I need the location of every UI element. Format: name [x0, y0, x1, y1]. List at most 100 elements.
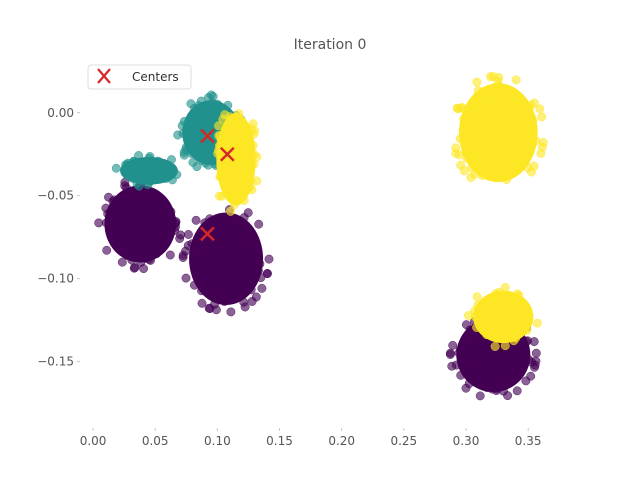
data-point: [250, 126, 260, 136]
data-point: [129, 168, 139, 178]
data-point: [519, 157, 529, 167]
data-point: [486, 373, 495, 383]
data-point: [214, 131, 224, 141]
data-point: [183, 241, 193, 250]
data-point: [140, 163, 150, 172]
y-tick-label: −0.05: [37, 189, 74, 203]
data-point: [167, 155, 176, 165]
data-point: [122, 218, 132, 228]
data-point: [459, 166, 469, 176]
data-point: [467, 368, 477, 378]
data-point: [521, 337, 531, 347]
data-point: [205, 113, 215, 123]
data-point: [136, 235, 145, 245]
x-tick-label: 0.00: [80, 434, 107, 448]
x-tick-label: 0.25: [390, 434, 417, 448]
data-point: [509, 311, 519, 321]
data-point: [240, 275, 250, 285]
data-point: [472, 77, 482, 87]
data-point: [509, 167, 518, 176]
data-point: [490, 103, 500, 113]
data-point: [203, 147, 213, 157]
data-point: [233, 193, 242, 203]
data-point: [475, 391, 485, 401]
data-point: [488, 116, 498, 126]
x-tick-label: 0.20: [328, 434, 355, 448]
data-point: [481, 145, 491, 155]
data-point: [536, 149, 546, 158]
data-point: [523, 316, 533, 326]
data-point: [219, 259, 228, 269]
data-point: [249, 150, 259, 159]
data-point: [537, 112, 547, 122]
data-point: [491, 331, 501, 341]
cluster-purple-0: [94, 176, 186, 274]
data-point: [160, 164, 170, 174]
legend-marker-x-icon: [97, 68, 111, 84]
data-point: [500, 282, 510, 292]
data-point: [232, 266, 242, 276]
data-point: [461, 320, 471, 330]
data-point: [519, 347, 529, 357]
data-point: [486, 154, 496, 164]
data-point: [523, 146, 533, 156]
data-point: [197, 260, 207, 270]
data-point: [101, 218, 111, 228]
data-point: [125, 246, 135, 256]
data-point: [214, 121, 224, 131]
data-point: [224, 247, 234, 257]
data-point: [118, 244, 128, 254]
data-point: [197, 298, 207, 308]
data-point: [508, 356, 518, 366]
data-point: [228, 274, 238, 284]
data-point: [232, 124, 241, 134]
data-point: [482, 330, 492, 340]
data-point: [139, 171, 149, 181]
data-point: [492, 131, 501, 141]
data-point: [122, 160, 132, 170]
data-point: [511, 143, 521, 153]
data-point: [101, 203, 111, 213]
data-point: [466, 173, 476, 182]
x-tick-label: 0.05: [142, 434, 169, 448]
data-point: [484, 313, 494, 323]
data-point: [497, 326, 507, 335]
data-point: [480, 125, 490, 135]
data-point: [145, 152, 155, 161]
x-tick-label: 0.10: [204, 434, 231, 448]
data-point: [112, 209, 122, 219]
data-point: [239, 213, 249, 223]
data-point: [183, 230, 193, 239]
data-point: [522, 110, 532, 120]
data-point: [454, 150, 464, 160]
data-point: [262, 269, 272, 279]
data-point: [171, 217, 181, 227]
data-point: [186, 142, 196, 151]
data-point: [234, 177, 244, 187]
data-point: [204, 244, 213, 254]
legend-label-centers: Centers: [132, 70, 179, 84]
data-point: [220, 110, 230, 120]
cluster-yellow-7: [463, 282, 542, 351]
legend-box: [87, 64, 192, 90]
data-point: [472, 323, 482, 332]
data-point: [181, 273, 191, 283]
data-point: [149, 197, 158, 207]
data-point: [464, 379, 474, 389]
data-point: [500, 341, 510, 351]
data-point: [472, 292, 482, 302]
chart-title: Iteration 0: [294, 37, 367, 53]
data-point: [226, 307, 236, 317]
data-point: [207, 255, 217, 264]
data-point: [208, 270, 218, 280]
data-point: [451, 143, 461, 153]
data-point: [228, 282, 238, 292]
centers-layer: [200, 128, 235, 242]
data-point: [462, 153, 472, 163]
data-point: [521, 376, 531, 386]
data-point: [264, 254, 274, 264]
y-axis: 0.00 −0.05 −0.10 −0.15: [37, 106, 80, 369]
data-point: [498, 386, 508, 396]
data-point: [167, 175, 177, 185]
